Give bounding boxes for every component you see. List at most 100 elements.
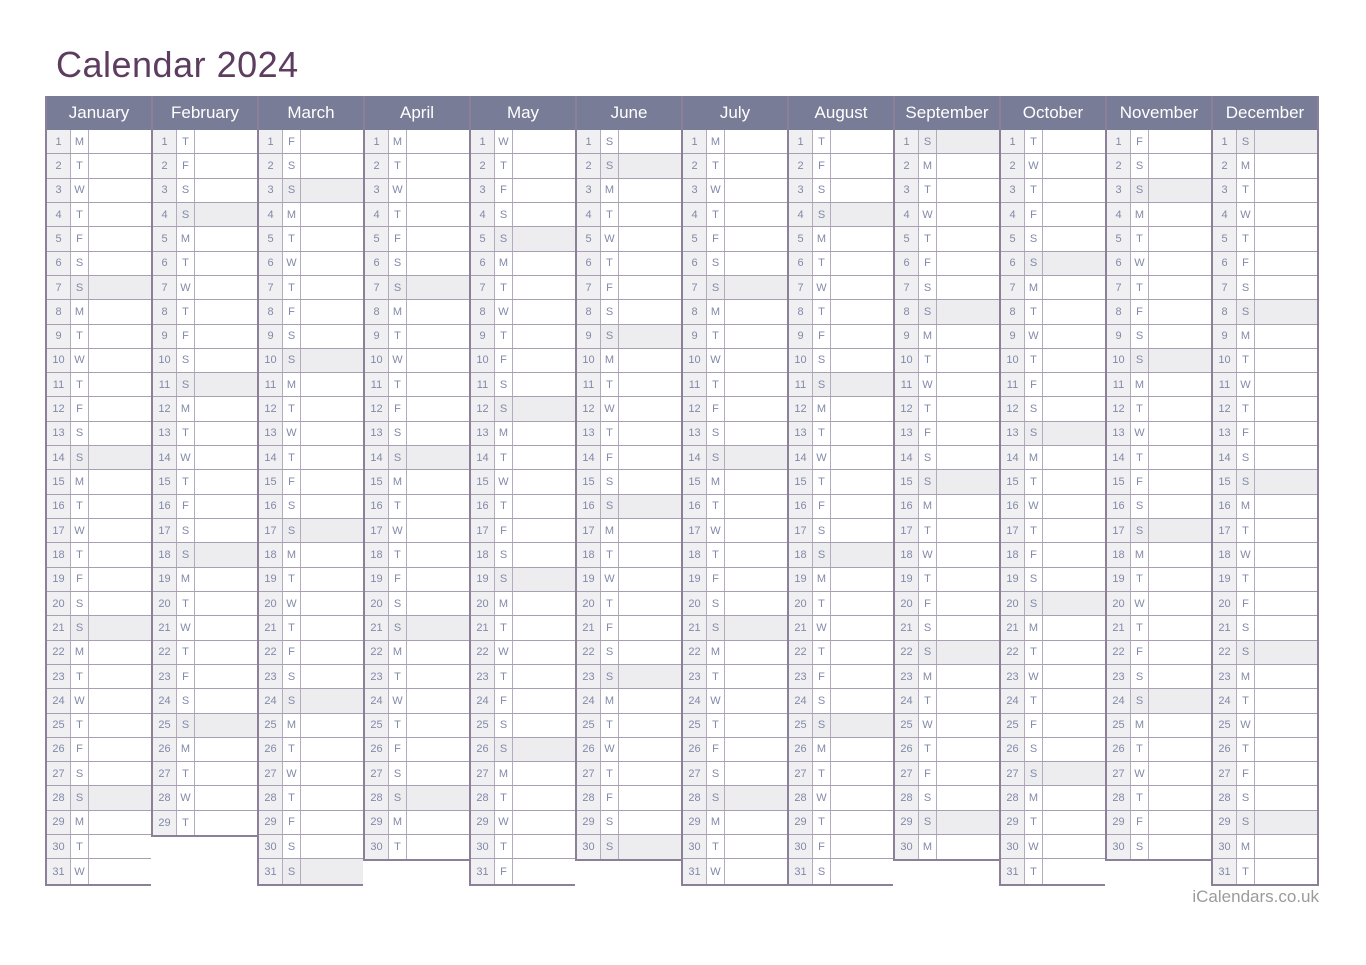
day-letter: S bbox=[601, 640, 619, 664]
month-header: September bbox=[895, 96, 999, 130]
day-letter: T bbox=[495, 154, 513, 178]
day-number: 24 bbox=[895, 689, 919, 713]
day-number: 23 bbox=[1107, 664, 1131, 689]
day-row: 11 S bbox=[471, 373, 575, 398]
day-number: 10 bbox=[1107, 348, 1131, 373]
day-row: 15 W bbox=[471, 470, 575, 495]
day-notes-area bbox=[831, 519, 893, 542]
day-notes-area bbox=[195, 738, 257, 761]
day-number: 27 bbox=[683, 762, 707, 786]
day-notes-area bbox=[195, 592, 257, 615]
day-letter: W bbox=[495, 810, 513, 835]
day-row: 17 T bbox=[895, 519, 999, 544]
day-notes-area bbox=[1043, 349, 1105, 372]
day-notes-area bbox=[195, 252, 257, 275]
day-number: 11 bbox=[1107, 373, 1131, 397]
day-notes-area bbox=[725, 762, 787, 785]
month-header: July bbox=[683, 96, 787, 130]
day-letter: S bbox=[71, 275, 89, 300]
day-number: 28 bbox=[683, 786, 707, 810]
day-letter: F bbox=[601, 786, 619, 810]
day-notes-area bbox=[301, 154, 363, 177]
day-number: 20 bbox=[683, 591, 707, 616]
day-number: 15 bbox=[153, 470, 177, 494]
day-notes-area bbox=[407, 543, 469, 566]
day-letter: S bbox=[1025, 227, 1043, 251]
day-letter: F bbox=[495, 519, 513, 543]
day-number: 24 bbox=[789, 689, 813, 713]
month-column: June 1 S 2 S 3 M 4 T 5 W 6 T 7 F 8 S 9 S 10 M 11 T 12 W 13 T 14 F 15 S… bbox=[575, 96, 681, 862]
day-letter: T bbox=[1237, 859, 1255, 884]
day-letter: T bbox=[283, 616, 301, 640]
day-letter: S bbox=[919, 640, 937, 664]
day-number: 13 bbox=[1001, 421, 1025, 446]
day-letter: M bbox=[919, 154, 937, 178]
day-letter: T bbox=[389, 202, 407, 227]
day-notes-area bbox=[619, 227, 681, 250]
day-notes-area bbox=[301, 227, 363, 250]
day-letter: F bbox=[389, 737, 407, 762]
day-number: 10 bbox=[789, 348, 813, 373]
day-letter: W bbox=[177, 786, 195, 810]
day-letter: F bbox=[1025, 543, 1043, 567]
day-row: 25 M bbox=[259, 713, 363, 738]
day-row: 10 S bbox=[789, 348, 893, 374]
day-notes-area bbox=[89, 203, 151, 226]
day-notes-area bbox=[725, 835, 787, 858]
day-number: 24 bbox=[1001, 689, 1025, 713]
day-letter: T bbox=[1025, 178, 1043, 202]
day-letter: F bbox=[283, 300, 301, 324]
day-notes-area bbox=[831, 276, 893, 299]
day-notes-area bbox=[1255, 325, 1317, 348]
day-number: 6 bbox=[259, 251, 283, 275]
month-header: October bbox=[1001, 96, 1105, 130]
day-notes-area bbox=[619, 397, 681, 420]
day-number: 15 bbox=[47, 470, 71, 494]
day-letter: W bbox=[813, 275, 831, 300]
month-column: September 1 S 2 M 3 T 4 W 5 T 6 F 7 S 8 S 9 M 10 T 11 W 12 T 13 F 1… bbox=[893, 96, 999, 862]
day-notes-area bbox=[619, 349, 681, 372]
day-letter: S bbox=[1025, 421, 1043, 446]
day-letter: M bbox=[1131, 202, 1149, 227]
day-letter: S bbox=[707, 275, 725, 300]
day-number: 22 bbox=[365, 640, 389, 664]
day-number: 26 bbox=[471, 737, 495, 762]
day-notes-area bbox=[1149, 422, 1211, 445]
day-row: 11 S bbox=[789, 373, 893, 398]
day-notes-area bbox=[407, 446, 469, 470]
day-number: 25 bbox=[1213, 713, 1237, 737]
day-notes-area bbox=[725, 714, 787, 737]
day-row: 22 F bbox=[1107, 640, 1211, 665]
day-row: 24 S bbox=[789, 689, 893, 714]
day-letter: S bbox=[283, 835, 301, 859]
day-letter: W bbox=[1237, 543, 1255, 567]
day-letter: T bbox=[1025, 130, 1043, 154]
day-notes-area bbox=[619, 203, 681, 226]
day-letter: T bbox=[177, 130, 195, 154]
day-notes-area bbox=[407, 592, 469, 615]
day-number: 8 bbox=[47, 300, 71, 324]
day-letter: M bbox=[283, 543, 301, 567]
day-number: 16 bbox=[789, 494, 813, 518]
day-letter: S bbox=[813, 348, 831, 373]
day-letter: S bbox=[495, 713, 513, 737]
day-number: 20 bbox=[789, 591, 813, 616]
day-letter: F bbox=[1131, 130, 1149, 154]
day-number: 16 bbox=[1107, 494, 1131, 518]
day-letter: T bbox=[177, 470, 195, 494]
day-number: 5 bbox=[47, 227, 71, 251]
day-number: 3 bbox=[1001, 178, 1025, 202]
day-notes-area bbox=[725, 275, 787, 300]
day-number: 2 bbox=[365, 154, 389, 178]
day-row: 26 T bbox=[1213, 737, 1317, 763]
day-number: 24 bbox=[365, 689, 389, 713]
day-number: 1 bbox=[1213, 130, 1237, 154]
day-letter: W bbox=[919, 713, 937, 737]
